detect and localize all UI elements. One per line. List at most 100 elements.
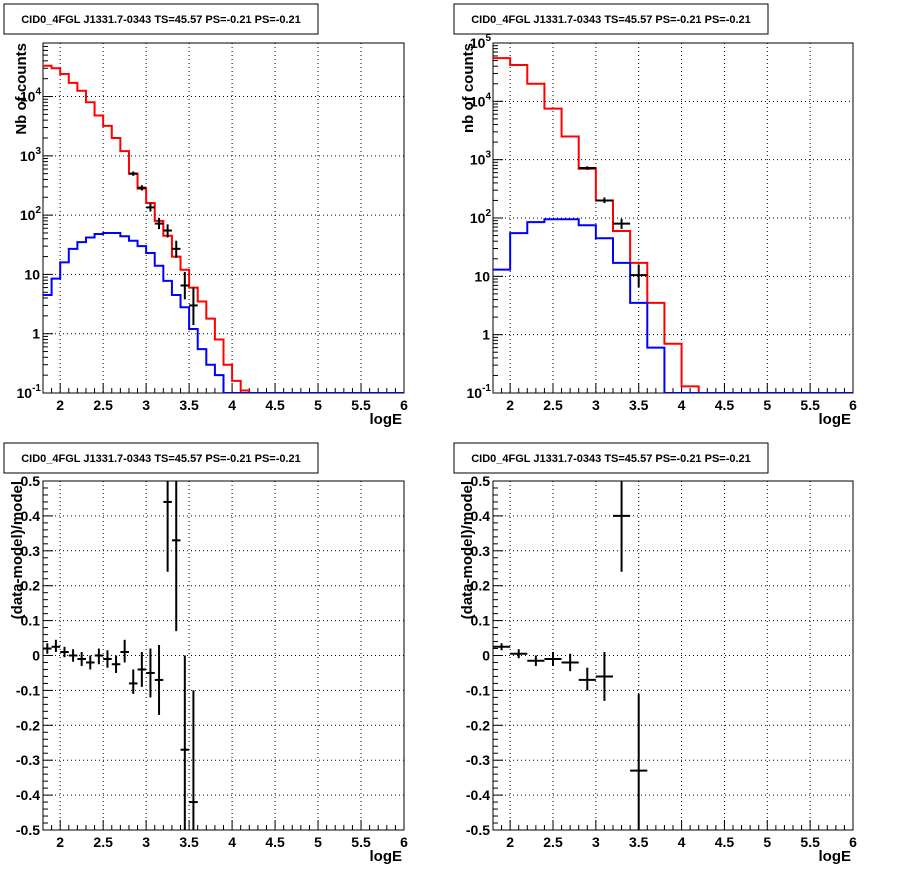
x-axis-label: logE <box>370 411 403 428</box>
y-tick-label: 1 <box>482 327 490 343</box>
y-tick-label: -0.3 <box>16 752 40 768</box>
x-tick-label: 5 <box>314 834 322 850</box>
x-tick-label: 4.5 <box>715 834 735 850</box>
panel-top-right: CID0_4FGL J1331.7-0343 TS=45.57 PS=-0.21… <box>453 3 857 428</box>
y-axis-label: nb of counts <box>460 43 477 133</box>
x-tick-label: 4 <box>228 834 236 850</box>
x-tick-label: 2 <box>56 834 64 850</box>
x-tick-label: 6 <box>400 397 408 413</box>
data-layer <box>43 481 198 830</box>
x-tick-label: 3 <box>592 397 600 413</box>
x-tick-label: 4 <box>228 397 236 413</box>
x-tick-label: 3 <box>592 834 600 850</box>
x-tick-label: 3.5 <box>179 834 199 850</box>
y-tick-label: 102 <box>20 205 42 223</box>
x-axis-label: logE <box>819 411 852 428</box>
x-tick-label: 4.5 <box>715 397 735 413</box>
y-tick-label: 102 <box>470 208 492 226</box>
chart-title: CID0_4FGL J1331.7-0343 TS=45.57 PS=-0.21… <box>471 14 751 26</box>
y-tick-label: 103 <box>470 150 492 168</box>
x-tick-label: 3.5 <box>629 397 649 413</box>
y-tick-label: -0.4 <box>466 787 490 803</box>
x-tick-label: 2.5 <box>93 397 113 413</box>
step-series-red <box>493 57 853 393</box>
y-axis-label: (data-model)/model <box>459 481 476 619</box>
x-tick-label: 5 <box>763 397 771 413</box>
x-tick-label: 6 <box>849 397 857 413</box>
x-tick-label: 3.5 <box>629 834 649 850</box>
y-tick-label: 0.3 <box>471 543 491 559</box>
x-axis-label: logE <box>819 848 852 865</box>
x-tick-label: 5.5 <box>351 834 371 850</box>
chart-title: CID0_4FGL J1331.7-0343 TS=45.57 PS=-0.21… <box>21 453 301 465</box>
x-tick-label: 2 <box>56 397 64 413</box>
x-tick-label: 5 <box>314 397 322 413</box>
y-axis-label: (data-model)/model <box>9 481 26 619</box>
y-tick-label: 1 <box>32 326 40 342</box>
panel-bottom-right: CID0_4FGL J1331.7-0343 TS=45.57 PS=-0.21… <box>453 442 857 865</box>
y-axis-label: Nb of counts <box>13 43 30 135</box>
y-tick-label: 0 <box>482 648 490 664</box>
y-tick-label: 10-1 <box>17 383 42 401</box>
x-tick-label: 5.5 <box>351 397 371 413</box>
chart-title: CID0_4FGL J1331.7-0343 TS=45.57 PS=-0.21… <box>471 453 751 465</box>
y-tick-label: 0.4 <box>21 508 41 524</box>
y-tick-label: 0.1 <box>21 613 41 629</box>
data-layer <box>493 481 648 830</box>
y-tick-label: 0.2 <box>471 578 491 594</box>
y-tick-label: 0.4 <box>471 508 491 524</box>
y-tick-label: 10 <box>24 266 40 282</box>
x-tick-label: 6 <box>400 834 408 850</box>
x-tick-label: 5 <box>763 834 771 850</box>
y-tick-label: 0 <box>32 648 40 664</box>
x-tick-label: 2.5 <box>543 397 563 413</box>
data-layer <box>43 64 404 393</box>
y-tick-label: 0.3 <box>21 543 41 559</box>
panel-top-left: CID0_4FGL J1331.7-0343 TS=45.57 PS=-0.21… <box>3 3 408 428</box>
y-tick-label: -0.2 <box>466 717 490 733</box>
data-layer <box>493 57 853 393</box>
x-tick-label: 2 <box>506 834 514 850</box>
y-tick-label: 0.1 <box>471 613 491 629</box>
title-box <box>453 442 769 474</box>
x-tick-label: 4 <box>678 397 686 413</box>
y-tick-label: -0.2 <box>16 717 40 733</box>
x-tick-label: 4.5 <box>265 397 285 413</box>
step-series-blue <box>493 218 853 393</box>
x-tick-label: 6 <box>849 834 857 850</box>
title-box <box>3 442 319 474</box>
y-tick-label: 0.5 <box>471 473 491 489</box>
chart-title: CID0_4FGL J1331.7-0343 TS=45.57 PS=-0.21… <box>21 14 301 26</box>
y-tick-label: -0.4 <box>16 787 40 803</box>
y-tick-label: -0.3 <box>466 752 490 768</box>
y-tick-label: 103 <box>20 146 42 164</box>
panel-bottom-left: CID0_4FGL J1331.7-0343 TS=45.57 PS=-0.21… <box>3 442 408 865</box>
x-tick-label: 3 <box>142 834 150 850</box>
x-tick-label: 2 <box>506 397 514 413</box>
x-tick-label: 3 <box>142 397 150 413</box>
y-tick-label: 0.2 <box>21 578 41 594</box>
x-tick-label: 4 <box>678 834 686 850</box>
x-axis-label: logE <box>370 848 403 865</box>
y-tick-label: 105 <box>470 33 492 51</box>
x-tick-label: 3.5 <box>179 397 199 413</box>
y-tick-label: -0.1 <box>16 682 40 698</box>
title-box <box>3 3 319 35</box>
y-tick-label: 0.5 <box>21 473 41 489</box>
y-tick-label: -0.5 <box>466 822 490 838</box>
step-series-blue <box>43 231 404 393</box>
y-tick-label: 104 <box>20 87 42 105</box>
x-tick-label: 5.5 <box>800 397 820 413</box>
x-tick-label: 5.5 <box>800 834 820 850</box>
y-tick-label: -0.1 <box>466 682 490 698</box>
x-tick-label: 2.5 <box>543 834 563 850</box>
step-series-red <box>43 64 404 393</box>
y-tick-label: 10 <box>474 268 490 284</box>
y-tick-label: 10-1 <box>467 383 492 401</box>
x-tick-label: 2.5 <box>93 834 113 850</box>
title-box <box>453 3 769 35</box>
x-tick-label: 4.5 <box>265 834 285 850</box>
y-tick-label: -0.5 <box>16 822 40 838</box>
y-tick-label: 104 <box>470 91 492 109</box>
